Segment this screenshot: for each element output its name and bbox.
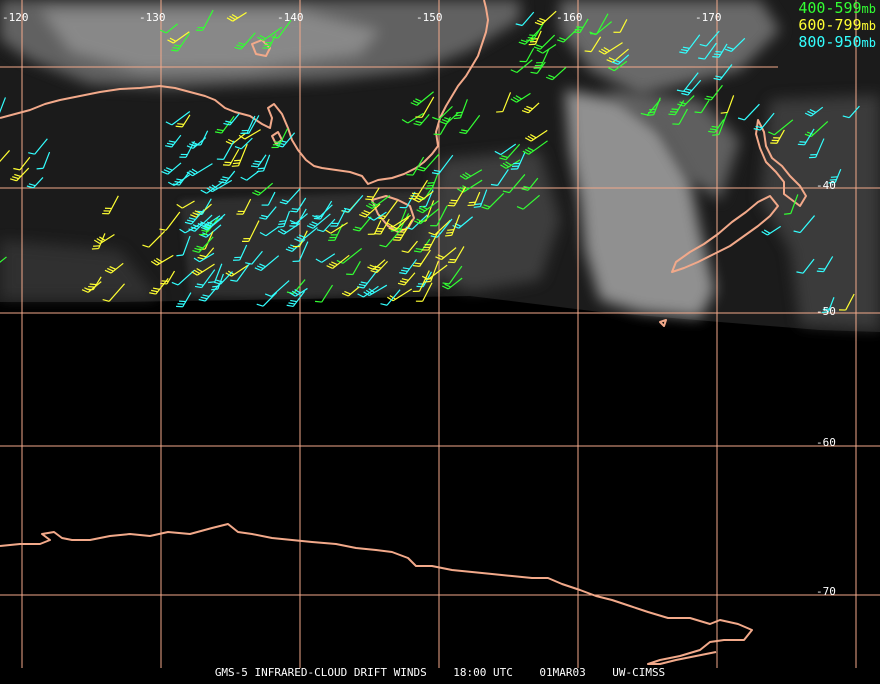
legend-item-label: 600-799 bbox=[798, 16, 861, 34]
pressure-legend: 400-599mb 600-799mb 800-950mb bbox=[798, 0, 876, 51]
valid-time: 18:00 UTC bbox=[453, 666, 513, 679]
valid-date: 01MAR03 bbox=[539, 666, 585, 679]
satellite-imagery bbox=[0, 0, 880, 332]
product-title: GMS-5 INFRARED-CLOUD DRIFT WINDS bbox=[215, 666, 427, 679]
legend-item-400-599: 400-599mb bbox=[798, 0, 876, 17]
lat-label-50: -50 bbox=[816, 306, 836, 318]
lon-label-160: -160 bbox=[556, 12, 583, 24]
antarctica-coastline bbox=[0, 524, 752, 664]
legend-item-label: 400-599 bbox=[798, 0, 861, 17]
legend-item-label: 800-950 bbox=[798, 33, 861, 51]
lon-label-150: -150 bbox=[416, 12, 443, 24]
lon-label-140: -140 bbox=[277, 12, 304, 24]
lat-label-70: -70 bbox=[816, 586, 836, 598]
lat-label-40: -40 bbox=[816, 180, 836, 192]
legend-item-600-799: 600-799mb bbox=[798, 17, 876, 34]
lon-label-120: -120 bbox=[2, 12, 29, 24]
legend-item-unit: mb bbox=[862, 36, 876, 50]
source-credit: UW-CIMSS bbox=[612, 666, 665, 679]
lon-label-130: -130 bbox=[139, 12, 166, 24]
lat-label-60: -60 bbox=[816, 437, 836, 449]
legend-item-unit: mb bbox=[862, 19, 876, 33]
legend-item-800-950: 800-950mb bbox=[798, 34, 876, 51]
small-island bbox=[660, 320, 666, 326]
lon-label-170: -170 bbox=[695, 12, 722, 24]
legend-item-unit: mb bbox=[862, 2, 876, 16]
caption-bar: GMS-5 INFRARED-CLOUD DRIFT WINDS 18:00 U… bbox=[0, 667, 880, 679]
